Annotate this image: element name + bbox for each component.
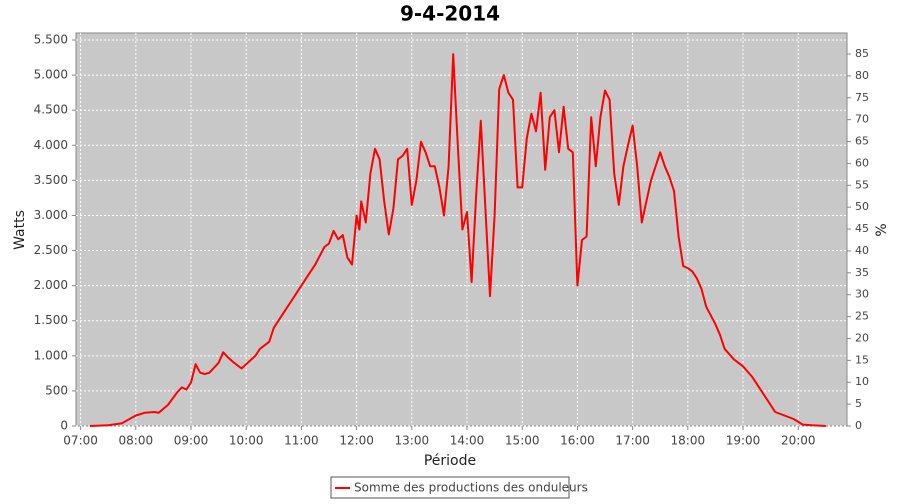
y2-tick-label: 75 (855, 91, 869, 104)
y-tick-label: 4.500 (34, 103, 68, 117)
legend-label: Somme des productions des onduleurs (354, 481, 588, 495)
y2-tick-label: 80 (855, 69, 869, 82)
y2-tick-label: 40 (855, 244, 869, 257)
x-tick-label: 20:00 (781, 434, 816, 448)
y2-tick-label: 5 (855, 397, 862, 410)
x-tick-label: 12:00 (339, 434, 374, 448)
x-tick-label: 09:00 (174, 434, 209, 448)
y-tick-label: 500 (45, 383, 68, 397)
y-tick-label: 3.000 (34, 208, 68, 222)
y2-tick-label: 20 (855, 331, 869, 344)
y-tick-label: 5.500 (34, 33, 68, 47)
y-tick-label: 5.000 (34, 68, 68, 82)
x-tick-label: 16:00 (560, 434, 595, 448)
y2-tick-label: 70 (855, 113, 869, 126)
x-tick-label: 18:00 (671, 434, 706, 448)
y2-tick-label: 45 (855, 222, 869, 235)
x-tick-label: 13:00 (395, 434, 430, 448)
y-axis-title: Watts (12, 210, 28, 250)
y-tick-label: 1.500 (34, 313, 68, 327)
y-tick-label: 2.000 (34, 278, 68, 292)
y2-tick-label: 85 (855, 47, 869, 60)
y2-axis-title: % (874, 223, 890, 236)
x-tick-label: 19:00 (726, 434, 761, 448)
y-tick-label: 4.000 (34, 138, 68, 152)
y2-tick-label: 55 (855, 178, 869, 191)
y2-tick-label: 35 (855, 266, 869, 279)
x-tick-label: 11:00 (284, 434, 319, 448)
y2-tick-label: 0 (855, 419, 862, 432)
x-tick-label: 10:00 (229, 434, 264, 448)
y2-tick-label: 10 (855, 375, 869, 388)
x-tick-label: 07:00 (63, 434, 98, 448)
x-tick-label: 15:00 (505, 434, 540, 448)
y-tick-label: 0 (60, 419, 68, 433)
y2-tick-label: 15 (855, 353, 869, 366)
y-tick-label: 2.500 (34, 243, 68, 257)
y2-tick-label: 50 (855, 200, 869, 213)
x-axis-title: Période (424, 453, 476, 469)
y-tick-label: 1.000 (34, 348, 68, 362)
y2-tick-label: 65 (855, 135, 869, 148)
y2-tick-label: 30 (855, 288, 869, 301)
x-tick-label: 17:00 (615, 434, 650, 448)
series-line (89, 53, 826, 427)
y2-tick-label: 25 (855, 310, 869, 323)
x-tick-label: 08:00 (119, 434, 154, 448)
y-tick-label: 3.500 (34, 173, 68, 187)
y2-tick-label: 60 (855, 156, 869, 169)
chart-title: 9-4-2014 (400, 2, 500, 26)
x-tick-label: 14:00 (450, 434, 485, 448)
legend (330, 476, 570, 499)
